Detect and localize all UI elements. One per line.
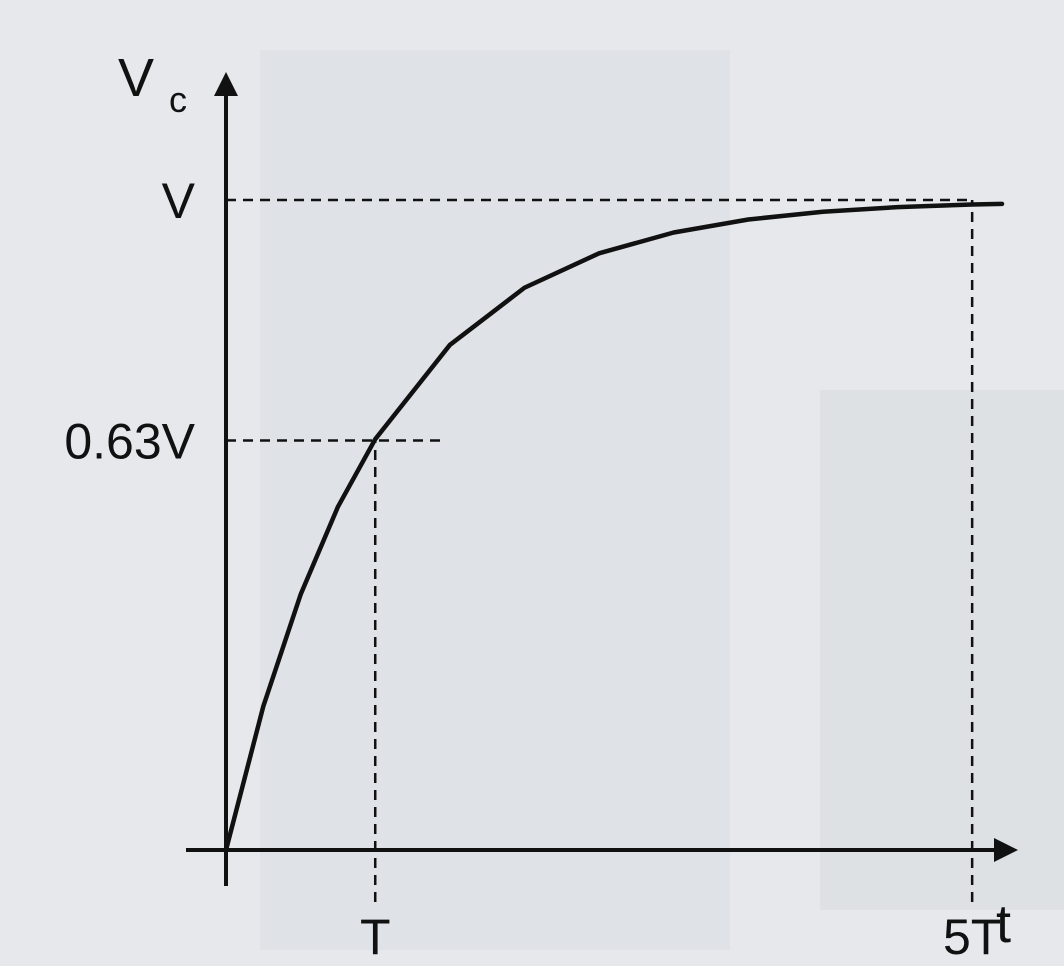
x-tick-label: T (360, 909, 391, 965)
background-equipment-block (260, 50, 730, 950)
y-tick-label: 0.63V (64, 414, 195, 470)
x-axis-label: t (996, 894, 1011, 954)
y-tick-label: V (162, 173, 196, 229)
plot-area: T 5T 0.63V V V c t (64, 48, 1018, 965)
y-tick-labels: 0.63V V (64, 173, 195, 470)
guide-lines (226, 198, 974, 902)
y-axis-label: V c (118, 48, 187, 120)
background-equipment-block (820, 390, 1064, 910)
y-axis-arrow (214, 72, 238, 96)
x-axis-arrow (994, 838, 1018, 862)
y-axis-label-subscript: c (169, 79, 187, 120)
x-tick-labels: T 5T (360, 909, 1001, 965)
y-axis-label-main: V (118, 48, 154, 108)
series-layer (223, 201, 1005, 853)
series-line (223, 201, 1005, 853)
x-tick-label: 5T (943, 909, 1001, 965)
